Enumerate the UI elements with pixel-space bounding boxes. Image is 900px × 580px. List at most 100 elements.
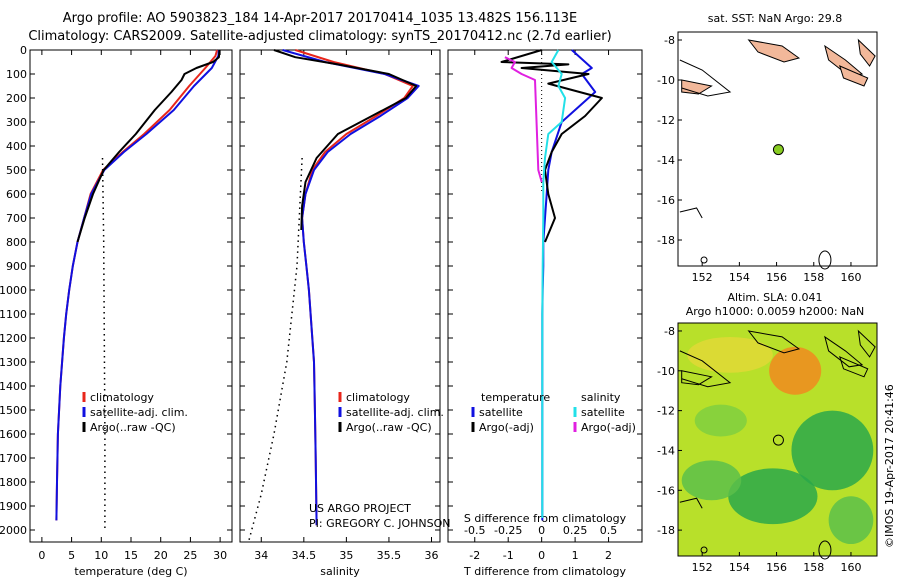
sla-map-ytick-label: -16 [657, 484, 675, 497]
temperature-xtick-label: 5 [68, 549, 75, 562]
difference-series-salinity-satellite [541, 49, 567, 518]
depth-tick-label: 300 [6, 116, 27, 129]
depth-tick-label: 600 [6, 188, 27, 201]
depth-tick-label: 1700 [0, 452, 27, 465]
sla-map-ytick-label: -12 [657, 405, 675, 418]
depth-tick-label: 0 [20, 44, 27, 57]
temperature-xtick-label: 10 [94, 549, 108, 562]
difference-series-temperature-argo-adj- [500, 49, 603, 243]
sla-field-patch [728, 468, 818, 525]
difference-xtick-label: -2 [469, 549, 480, 562]
sla-map-ytick-label: -10 [657, 365, 675, 378]
difference-series-temperature-satellite [541, 49, 597, 521]
salinity-series-satellite-adj-clim- [282, 49, 420, 526]
difference-xlabel-top: S difference from climatology [464, 512, 627, 525]
depth-tick-label: 1600 [0, 428, 27, 441]
sla-map-frame [677, 322, 878, 557]
salinity-xtick-label: 36 [424, 549, 438, 562]
sst-coastline [679, 59, 732, 97]
difference-xtick-s-label: -0.5 [464, 524, 485, 537]
temp-legend-entry: climatology [90, 391, 154, 404]
temperature-series-argo-raw-qc- [76, 49, 221, 243]
sal-legend-entry: satellite-adj. clim. [346, 406, 444, 419]
difference-xtick-label: 1 [572, 549, 579, 562]
difference-xtick-s-label: 0 [538, 524, 545, 537]
sla-map-title-line1: Altim. SLA: 0.041 [727, 291, 823, 304]
sst-map-ytick-label: -18 [657, 234, 675, 247]
salinity-xtick-label: 35 [339, 549, 353, 562]
sla-map-title-line2: Argo h1000: 0.0059 h2000: NaN [685, 305, 865, 318]
sst-land-outline [747, 39, 801, 63]
difference-axes-frame [447, 49, 643, 543]
depth-tick-label: 1000 [0, 284, 27, 297]
difference-xtick-s-label: 0.5 [600, 524, 618, 537]
salinity-xtick-label: 35.5 [377, 549, 402, 562]
diff-legend-salinity-entry: Argo(-adj) [581, 421, 636, 434]
depth-tick-label: 100 [6, 68, 27, 81]
difference-xtick-s-label: 0.25 [563, 524, 588, 537]
depth-tick-label: 1200 [0, 332, 27, 345]
temperature-axes-frame [29, 49, 233, 543]
depth-tick-label: 500 [6, 164, 27, 177]
sla-reef-outline [818, 540, 832, 560]
sla-map-ytick-label: -14 [657, 444, 675, 457]
depth-tick-label: 1400 [0, 380, 27, 393]
diff-legend-temperature-entry: satellite [479, 406, 523, 419]
sla-map-xtick-label: 154 [729, 561, 750, 574]
sla-map-xtick-label: 156 [766, 561, 787, 574]
sla-land-outline [857, 329, 876, 358]
salinity-axes-frame [239, 49, 441, 543]
sla-field-patch [769, 346, 822, 395]
diff-legend-salinity-entry: satellite [581, 406, 625, 419]
sla-map-xtick-label: 152 [692, 561, 713, 574]
depth-tick-label: 1900 [0, 500, 27, 513]
temperature-xtick-label: 15 [124, 549, 138, 562]
diff-legend-temperature-entry: Argo(-adj) [479, 421, 534, 434]
sst-map-xtick-label: 160 [840, 271, 861, 284]
sst-map-frame [677, 31, 878, 267]
sst-map-xtick-label: 152 [692, 271, 713, 284]
sla-argo-location-marker [772, 434, 784, 446]
pi-annotation-line2: PI: GREGORY C. JOHNSON [309, 517, 450, 530]
temperature-xtick-label: 25 [183, 549, 197, 562]
sst-map-ytick-label: -14 [657, 154, 675, 167]
salinity-series-argo-raw-qc-dotted [247, 157, 303, 543]
sla-coastline [679, 350, 732, 388]
sla-map-ytick-label: -8 [664, 325, 675, 338]
salinity-xtick-label: 34 [254, 549, 268, 562]
sla-land-outline [747, 330, 801, 354]
depth-tick-label: 800 [6, 236, 27, 249]
salinity-series-argo-raw-qc- [273, 49, 418, 231]
sst-map-xtick-label: 154 [729, 271, 750, 284]
figure-title-line2: Climatology: CARS2009. Satellite-adjuste… [28, 29, 612, 44]
sst-map-ytick-label: -12 [657, 114, 675, 127]
temperature-xtick-label: 30 [213, 549, 227, 562]
depth-tick-label: 400 [6, 140, 27, 153]
sla-field-patch [828, 496, 874, 545]
difference-xtick-label: 2 [605, 549, 612, 562]
sla-field-patch [694, 404, 747, 437]
sla-map-xtick-label: 158 [803, 561, 824, 574]
sla-field-patch [681, 460, 742, 501]
sst-land-outline [839, 65, 869, 87]
difference-xtick-label: 0 [538, 549, 545, 562]
sla-land-outline [824, 335, 864, 368]
temperature-xtick-label: 20 [154, 549, 168, 562]
sla-islet [700, 546, 708, 554]
sst-map-title: sat. SST: NaN Argo: 29.8 [707, 12, 843, 25]
sst-land-outline [681, 79, 713, 95]
difference-xlabel: T difference from climatology [463, 565, 626, 578]
temp-legend-entry: satellite-adj. clim. [90, 406, 188, 419]
sst-land-outline [857, 38, 876, 67]
diff-legend-header-salinity: salinity [581, 391, 621, 404]
salinity-series-climatology [295, 49, 414, 526]
depth-tick-label: 200 [6, 92, 27, 105]
difference-xtick-label: -1 [503, 549, 514, 562]
sla-field-patch [687, 336, 773, 373]
depth-tick-label: 900 [6, 260, 27, 273]
figure-title-line1: Argo profile: AO 5903823_184 14-Apr-2017… [62, 11, 578, 26]
sla-reef-outline [679, 497, 703, 509]
sal-legend-entry: Argo(..raw -QC) [346, 421, 432, 434]
depth-tick-label: 2000 [0, 524, 27, 537]
sal-legend-entry: climatology [346, 391, 410, 404]
